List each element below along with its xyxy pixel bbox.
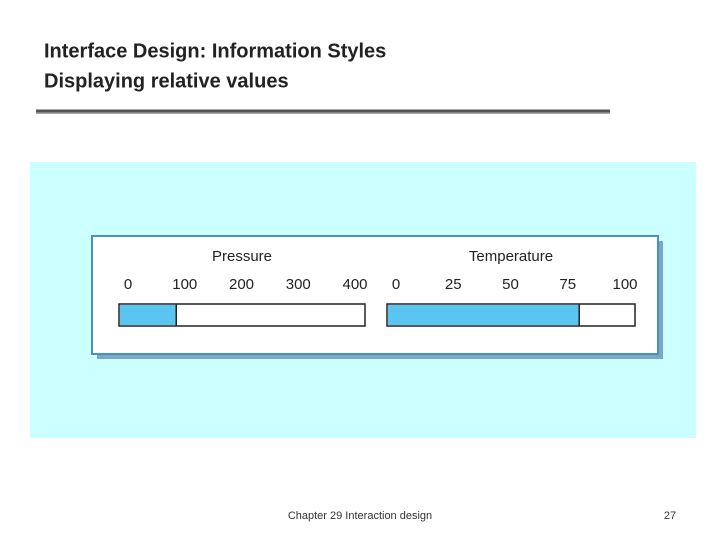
x-tick-label: 75 xyxy=(559,276,576,293)
gauge-track xyxy=(118,303,366,327)
slide-title: Interface Design: Information Styles xyxy=(44,40,386,62)
slide-subtitle: Displaying relative values xyxy=(44,70,289,92)
gauge-title: Temperature xyxy=(469,248,553,265)
x-tick-label: 100 xyxy=(172,276,197,293)
gauge-fill xyxy=(120,305,177,325)
x-tick-label: 100 xyxy=(612,276,637,293)
x-tick-label: 200 xyxy=(229,276,254,293)
panel xyxy=(91,235,659,355)
x-tick-label: 0 xyxy=(124,276,132,293)
x-tick-label: 0 xyxy=(392,276,400,293)
footer: Chapter 29 Interaction design xyxy=(288,510,432,522)
x-tick-label: 400 xyxy=(342,276,367,293)
gauge-title: Pressure xyxy=(212,248,272,265)
x-tick-label: 300 xyxy=(286,276,311,293)
x-tick-label: 25 xyxy=(445,276,462,293)
page-number: 27 xyxy=(664,510,676,522)
x-tick-label: 50 xyxy=(502,276,519,293)
gauge-fill xyxy=(388,305,580,325)
